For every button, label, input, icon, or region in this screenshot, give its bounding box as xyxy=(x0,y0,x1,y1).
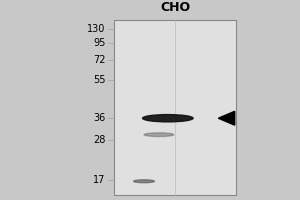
Text: 36: 36 xyxy=(93,113,105,123)
Text: 55: 55 xyxy=(93,75,105,85)
Ellipse shape xyxy=(134,180,154,183)
Text: CHO: CHO xyxy=(160,1,190,14)
Bar xyxy=(114,20,236,195)
Ellipse shape xyxy=(142,115,193,122)
Text: 17: 17 xyxy=(93,175,105,185)
Text: 72: 72 xyxy=(93,55,105,65)
Text: 95: 95 xyxy=(93,38,105,48)
Polygon shape xyxy=(218,111,235,125)
Text: 28: 28 xyxy=(93,135,105,145)
Ellipse shape xyxy=(144,133,174,136)
Text: 130: 130 xyxy=(87,24,105,34)
